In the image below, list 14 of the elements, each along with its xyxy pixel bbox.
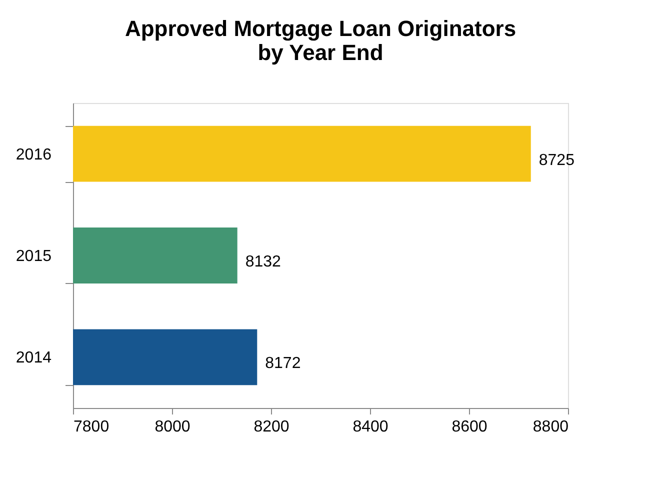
y-tick-label: 2016 <box>16 146 52 164</box>
x-tick-label: 7800 <box>74 418 110 436</box>
data-label: 8725 <box>538 152 575 169</box>
x-tick-label: 8400 <box>352 418 388 436</box>
y-tick-label: 2014 <box>16 350 52 367</box>
x-tick-label: 8600 <box>452 418 488 436</box>
data-label: 8132 <box>245 254 282 270</box>
data-label: 8172 <box>265 355 301 372</box>
text: Approved Mortgage Loan Originators <box>124 16 516 41</box>
x-tick-label: 8000 <box>154 418 190 436</box>
x-tick-label: 8200 <box>254 418 290 436</box>
y-tick-label: 2015 <box>16 248 52 265</box>
x-tick-label: 8800 <box>532 418 569 436</box>
text: by Year End <box>258 40 384 65</box>
